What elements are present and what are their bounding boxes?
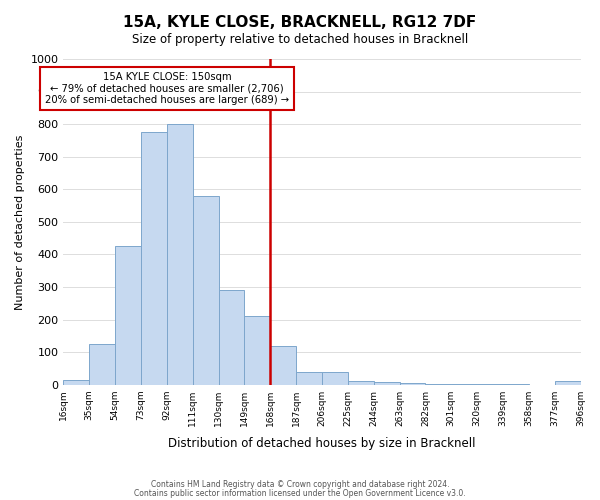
Bar [348,380,374,384]
Bar [193,196,218,384]
Bar [89,344,115,385]
Bar [167,124,193,384]
Y-axis label: Number of detached properties: Number of detached properties [15,134,25,310]
Text: Contains HM Land Registry data © Crown copyright and database right 2024.: Contains HM Land Registry data © Crown c… [151,480,449,489]
Bar [554,382,581,384]
X-axis label: Distribution of detached houses by size in Bracknell: Distribution of detached houses by size … [168,437,476,450]
Bar [400,383,425,384]
Bar [115,246,141,384]
Bar [244,316,270,384]
Text: Contains public sector information licensed under the Open Government Licence v3: Contains public sector information licen… [134,488,466,498]
Bar [322,372,348,384]
Bar [141,132,167,384]
Bar [270,346,296,385]
Bar [296,372,322,384]
Bar [64,380,89,384]
Bar [374,382,400,384]
Bar [218,290,244,384]
Text: 15A, KYLE CLOSE, BRACKNELL, RG12 7DF: 15A, KYLE CLOSE, BRACKNELL, RG12 7DF [124,15,476,30]
Text: Size of property relative to detached houses in Bracknell: Size of property relative to detached ho… [132,32,468,46]
Text: 15A KYLE CLOSE: 150sqm
← 79% of detached houses are smaller (2,706)
20% of semi-: 15A KYLE CLOSE: 150sqm ← 79% of detached… [45,72,289,105]
